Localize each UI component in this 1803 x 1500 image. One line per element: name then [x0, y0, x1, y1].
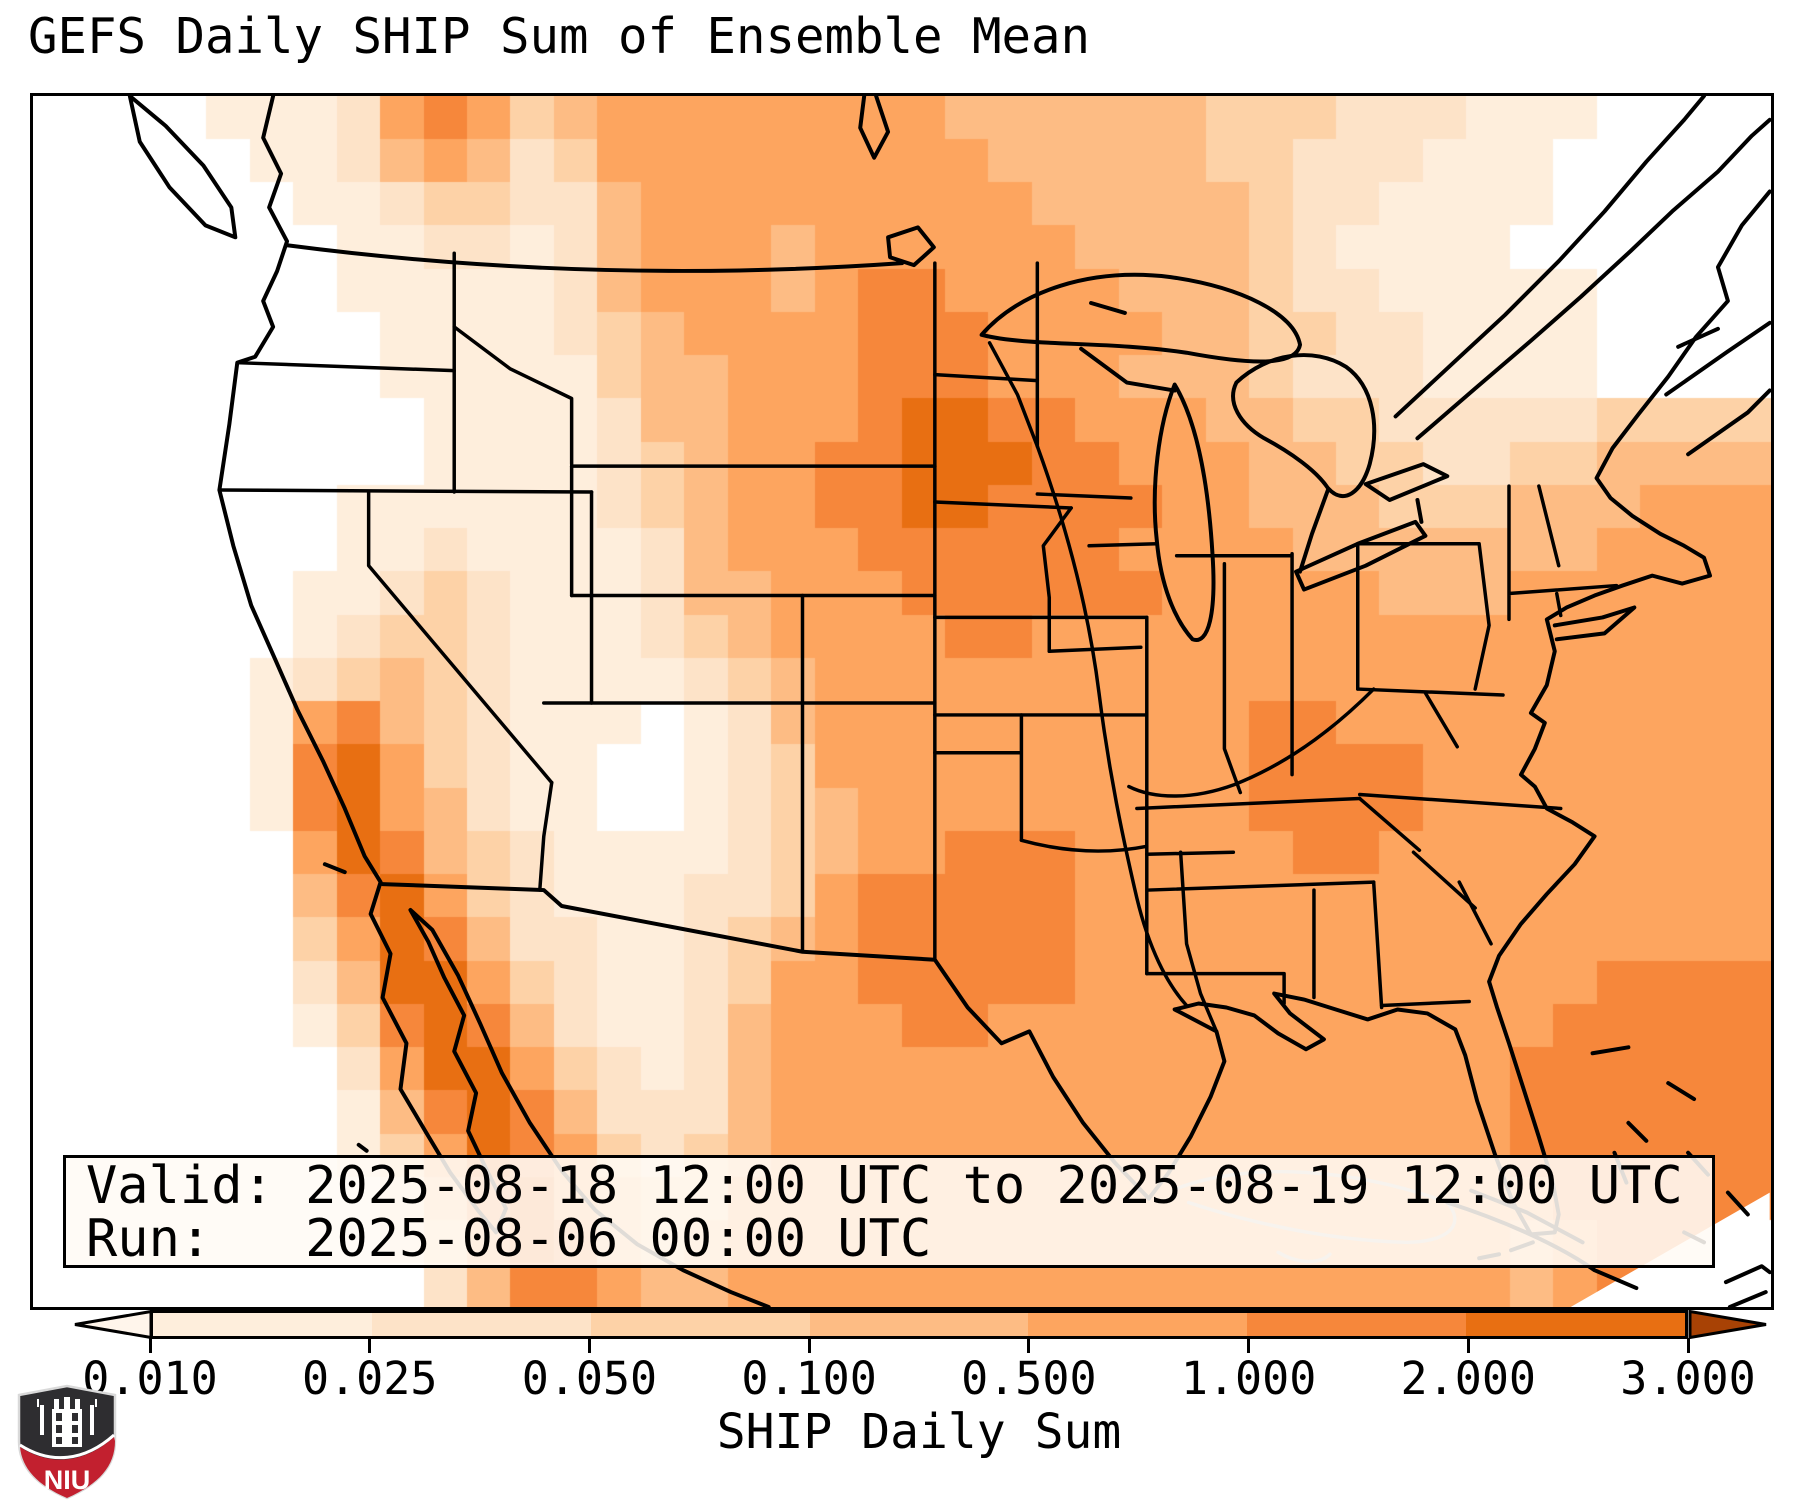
colorbar	[150, 1310, 1688, 1339]
colorbar-over-arrow	[1688, 1310, 1767, 1339]
colorbar-segment-6	[1247, 1313, 1467, 1336]
colorbar-segment-3	[590, 1313, 810, 1336]
map-boundaries-svg	[127, 96, 1771, 1307]
colorbar-tick-label-0.050: 0.050	[521, 1352, 658, 1405]
colorbar-tick-0.050	[587, 1338, 591, 1353]
colorbar-ticks	[148, 1338, 1690, 1354]
niu-logo-text: NIU	[44, 1465, 91, 1495]
colorbar-tick-label-2.000: 2.000	[1400, 1352, 1537, 1405]
run-time-text: Run: 2025-08-06 00:00 UTC	[86, 1209, 932, 1269]
colorbar-tick-0.025	[368, 1338, 372, 1353]
colorbar-tick-0.100	[807, 1338, 811, 1353]
niu-logo: NIU	[17, 1384, 117, 1500]
colorbar-under-arrow	[74, 1310, 153, 1339]
colorbar-tick-0.010	[148, 1338, 152, 1353]
map-figure	[30, 93, 1774, 1310]
colorbar-tick-2.000	[1466, 1338, 1470, 1353]
colorbar-over-arrow-shape	[1688, 1310, 1767, 1339]
niu-castle-windows	[56, 1413, 78, 1444]
colorbar-segment-1	[153, 1313, 372, 1336]
colorbar-tick-labels: 0.010 0.025 0.050 0.100 0.500 1.000 2.000 3.000	[82, 1352, 1755, 1405]
colorbar-segment-5	[1028, 1313, 1248, 1336]
colorbar-segment-2	[371, 1313, 591, 1336]
colorbar-under-arrow-shape	[74, 1310, 153, 1339]
plot-title: GEFS Daily SHIP Sum of Ensemble Mean	[28, 8, 1091, 65]
niu-band-trim	[19, 1433, 116, 1460]
niu-red-band	[20, 1437, 115, 1498]
colorbar-tick-0.500	[1027, 1338, 1031, 1353]
colorbar-tick-label-0.025: 0.025	[301, 1352, 438, 1405]
colorbar-tick-label-0.100: 0.100	[741, 1352, 877, 1405]
colorbar-tick-label-1.000: 1.000	[1180, 1352, 1317, 1405]
valid-run-info-box: Valid: 2025-08-18 12:00 UTC to 2025-08-1…	[63, 1155, 1715, 1268]
coastline-and-borders	[127, 96, 1771, 1307]
colorbar-tick-label-3.000: 3.000	[1620, 1352, 1756, 1405]
state-boundaries	[217, 251, 1619, 1034]
colorbar-tick-3.000	[1686, 1338, 1690, 1353]
colorbar-tick-label-0.500: 0.500	[961, 1352, 1097, 1405]
colorbar-tick-1.000	[1247, 1338, 1251, 1353]
colorbar-axis-label: SHIP Daily Sum	[716, 1404, 1122, 1460]
colorbar-segment-7	[1466, 1313, 1686, 1336]
colorbar-segment-4	[809, 1313, 1029, 1336]
valid-time-text: Valid: 2025-08-18 12:00 UTC to 2025-08-1…	[86, 1156, 1683, 1216]
